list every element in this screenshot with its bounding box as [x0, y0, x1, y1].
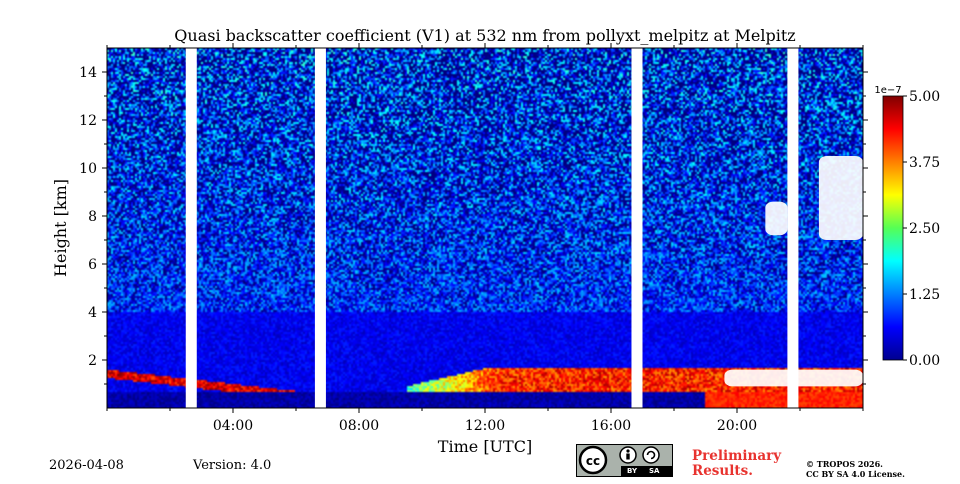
- x-tick-label: 08:00: [339, 418, 379, 434]
- x-tick-label: 20:00: [717, 418, 757, 434]
- data-gap: [185, 48, 197, 408]
- y-tick-label: 10: [79, 161, 97, 177]
- colorbar: [882, 95, 904, 361]
- colorbar-tick-label: 3.75: [909, 155, 940, 171]
- colorbar-ticks: 0.00 1.25 2.50 3.75 5.00: [903, 89, 940, 369]
- x-axis-label: Time [UTC]: [438, 437, 532, 456]
- cloud-mask-region: [724, 369, 863, 387]
- svg-text:cc: cc: [586, 454, 600, 468]
- cc-icon: [578, 445, 608, 475]
- colorbar-tick-label: 5.00: [909, 89, 940, 105]
- y-tick-label: 8: [88, 209, 97, 225]
- cc-license-badge: cc BY SA: [576, 444, 673, 477]
- cloud-mask-region: [765, 201, 788, 236]
- y-tick-label: 2: [88, 353, 97, 369]
- x-tick-label: 16:00: [591, 418, 631, 434]
- x-axis: 04:00 08:00 12:00 16:00 20:00: [106, 43, 864, 434]
- copyright-notice: © TROPOS 2026. CC BY SA 4.0 License.: [806, 459, 905, 479]
- data-gap: [787, 48, 799, 408]
- footer-date: 2026-04-08: [49, 458, 124, 473]
- y-tick-label: 12: [79, 113, 97, 129]
- chart-title: Quasi backscatter coefficient (V1) at 53…: [174, 26, 795, 45]
- data-gap: [631, 48, 643, 408]
- sa-sharealike-icon: [642, 446, 660, 464]
- heatmap-image: [107, 48, 863, 408]
- data-gap: [314, 48, 326, 408]
- colorbar-tick-label: 0.00: [909, 353, 940, 369]
- colorbar-tick-label: 1.25: [909, 287, 940, 303]
- x-tick-label: 12:00: [465, 418, 505, 434]
- cloud-mask-region: [818, 156, 863, 240]
- y-tick-label: 4: [88, 305, 97, 321]
- cloud-mask: [724, 156, 863, 387]
- preliminary-results-note: Preliminary Results.: [692, 448, 782, 479]
- y-tick-label: 6: [88, 257, 97, 273]
- x-tick-label: 04:00: [213, 418, 253, 434]
- colorbar-tick-label: 2.50: [909, 221, 940, 237]
- y-axis: 2 4 6 8 10 12 14: [79, 65, 868, 385]
- by-label: BY: [627, 467, 638, 475]
- sa-label: SA: [649, 467, 660, 475]
- footer-version: Version: 4.0: [193, 458, 272, 473]
- data-gaps: [185, 48, 799, 408]
- colorbar-exponent: 1e−7: [874, 85, 901, 96]
- y-axis-label: Height [km]: [51, 179, 70, 277]
- y-tick-label: 14: [79, 65, 97, 81]
